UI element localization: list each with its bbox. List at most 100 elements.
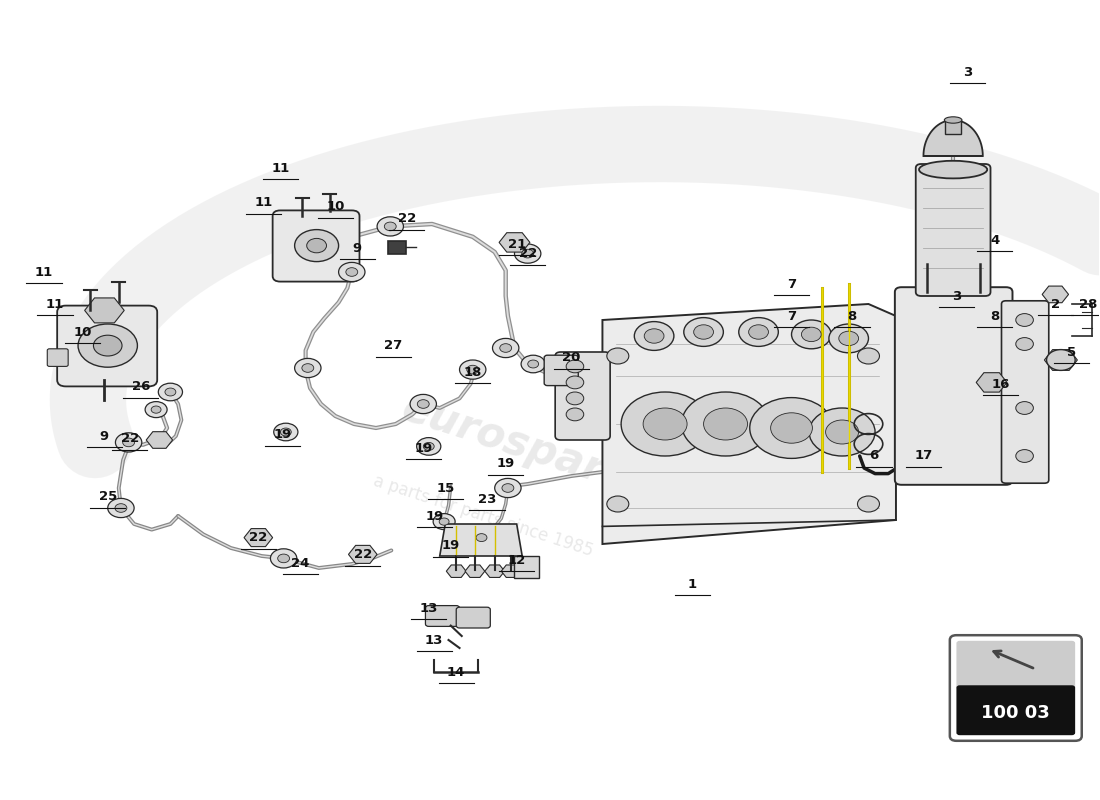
Text: 21: 21 — [507, 238, 526, 250]
Text: 22: 22 — [354, 548, 372, 561]
Circle shape — [829, 324, 869, 353]
Circle shape — [1015, 314, 1033, 326]
FancyBboxPatch shape — [949, 635, 1081, 741]
Ellipse shape — [918, 161, 987, 178]
Circle shape — [566, 392, 584, 405]
Circle shape — [644, 408, 688, 440]
Text: 20: 20 — [562, 351, 581, 364]
Text: 9: 9 — [353, 242, 362, 254]
Circle shape — [145, 402, 167, 418]
Circle shape — [476, 534, 487, 542]
Circle shape — [749, 325, 769, 339]
Circle shape — [1015, 402, 1033, 414]
Circle shape — [515, 244, 541, 263]
Circle shape — [521, 250, 534, 258]
Circle shape — [108, 498, 134, 518]
Text: 2: 2 — [1050, 298, 1060, 310]
Text: 16: 16 — [991, 378, 1010, 390]
Circle shape — [739, 318, 779, 346]
Circle shape — [460, 360, 486, 379]
FancyBboxPatch shape — [956, 686, 1075, 735]
Text: 14: 14 — [447, 666, 465, 678]
Circle shape — [151, 406, 161, 414]
Circle shape — [566, 360, 584, 373]
Text: 19: 19 — [425, 510, 443, 522]
Circle shape — [645, 329, 664, 343]
Text: 22: 22 — [518, 247, 537, 260]
FancyBboxPatch shape — [47, 349, 68, 366]
Text: eurospares: eurospares — [396, 387, 659, 509]
Polygon shape — [923, 120, 982, 156]
Text: 5: 5 — [1067, 346, 1077, 358]
Text: 24: 24 — [290, 557, 309, 570]
Circle shape — [635, 322, 674, 350]
Polygon shape — [945, 120, 960, 134]
Text: 13: 13 — [419, 602, 438, 614]
Circle shape — [466, 366, 478, 374]
Circle shape — [750, 398, 834, 458]
FancyBboxPatch shape — [388, 241, 406, 254]
Text: 17: 17 — [914, 450, 933, 462]
Circle shape — [1015, 450, 1033, 462]
Text: 26: 26 — [132, 380, 150, 393]
Circle shape — [810, 408, 876, 456]
Text: 8: 8 — [990, 310, 1000, 322]
Circle shape — [1015, 338, 1033, 350]
Circle shape — [417, 400, 429, 408]
Circle shape — [433, 514, 455, 530]
Text: 10: 10 — [74, 326, 91, 338]
Text: 22: 22 — [250, 531, 267, 544]
Circle shape — [566, 408, 584, 421]
Text: 9: 9 — [100, 430, 109, 442]
Text: 22: 22 — [121, 432, 139, 445]
Circle shape — [158, 383, 183, 401]
Text: 11: 11 — [46, 298, 64, 310]
Circle shape — [410, 394, 437, 414]
Text: 7: 7 — [786, 310, 796, 322]
FancyBboxPatch shape — [556, 352, 610, 440]
Text: 11: 11 — [272, 162, 289, 174]
FancyBboxPatch shape — [544, 355, 579, 386]
Circle shape — [858, 496, 880, 512]
FancyBboxPatch shape — [57, 306, 157, 386]
Text: 7: 7 — [786, 278, 796, 290]
Circle shape — [528, 360, 539, 368]
Circle shape — [123, 438, 134, 446]
Circle shape — [94, 335, 122, 356]
Circle shape — [277, 554, 289, 562]
Text: 18: 18 — [463, 366, 482, 378]
Circle shape — [384, 222, 396, 230]
FancyBboxPatch shape — [915, 164, 990, 296]
Text: 19: 19 — [274, 428, 292, 441]
Circle shape — [301, 364, 314, 372]
Circle shape — [566, 376, 584, 389]
Circle shape — [495, 478, 521, 498]
Circle shape — [493, 338, 519, 358]
Circle shape — [470, 529, 494, 546]
Circle shape — [165, 388, 176, 396]
Circle shape — [339, 262, 365, 282]
Circle shape — [621, 392, 710, 456]
Circle shape — [439, 518, 449, 526]
Circle shape — [684, 318, 724, 346]
Text: 8: 8 — [847, 310, 857, 322]
Circle shape — [280, 428, 292, 436]
Circle shape — [802, 327, 822, 342]
Circle shape — [424, 442, 434, 450]
Circle shape — [116, 504, 127, 512]
Circle shape — [307, 238, 327, 253]
FancyBboxPatch shape — [426, 606, 460, 626]
Text: 3: 3 — [962, 66, 972, 78]
Circle shape — [1046, 350, 1075, 370]
Text: 22: 22 — [397, 212, 416, 225]
FancyBboxPatch shape — [895, 287, 1012, 485]
Circle shape — [826, 420, 859, 444]
Text: 6: 6 — [869, 450, 879, 462]
Text: 100 03: 100 03 — [981, 704, 1050, 722]
Circle shape — [858, 348, 880, 364]
Text: 1: 1 — [688, 578, 697, 590]
Circle shape — [295, 358, 321, 378]
Circle shape — [345, 268, 358, 276]
Polygon shape — [515, 556, 539, 578]
Text: 10: 10 — [326, 200, 344, 213]
